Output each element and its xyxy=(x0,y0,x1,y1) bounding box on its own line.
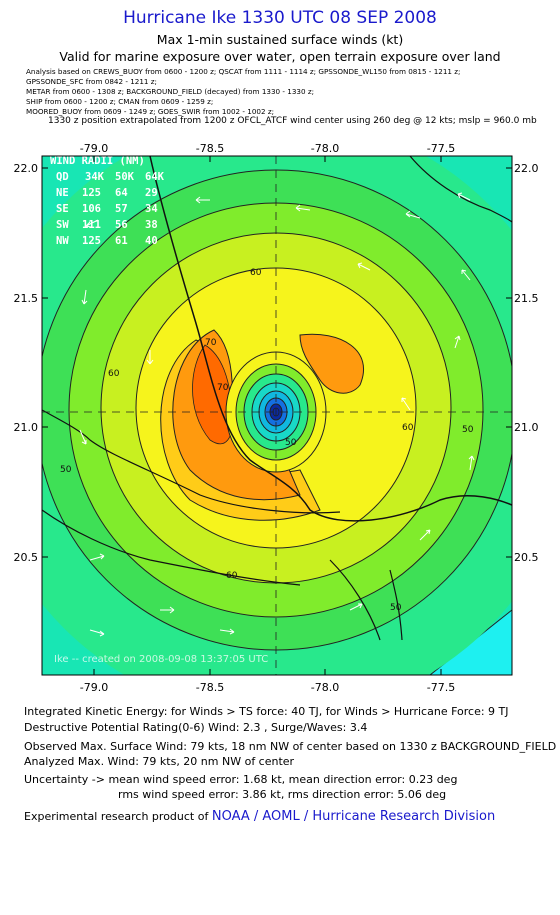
wind-radii-cell: SW xyxy=(56,219,69,231)
wind-radii-title: WIND RADII (NM) xyxy=(50,155,145,167)
watermark: Ike -- created on 2008-09-08 13:37:05 UT… xyxy=(54,654,268,665)
product-credit-org[interactable]: NOAA / AOML / Hurricane Research Divisio… xyxy=(211,809,496,824)
lon-tick-label: -78.0 xyxy=(311,681,339,694)
uncertainty-line: Uncertainty -> mean wind speed error: 1.… xyxy=(24,773,458,786)
wind-radii-cell: NW xyxy=(56,235,69,247)
analyzed-max-wind-line: Analyzed Max. Wind: 79 kts, 20 nm NW of … xyxy=(24,755,295,768)
wind-radii-header: QD xyxy=(56,171,69,183)
lat-tick-label: 22.0 xyxy=(14,162,39,175)
wind-analysis-map: 60 70 60 50 60 50 70 60 50 50 WIND RADII… xyxy=(14,142,539,694)
wind-radii-cell: 56 xyxy=(115,219,128,231)
lon-tick-label: -78.5 xyxy=(196,681,224,694)
contour-label: 50 xyxy=(285,438,297,448)
wind-radii-cell: 57 xyxy=(115,203,128,215)
wind-radii-cell: 29 xyxy=(145,187,158,199)
wind-radii-cell: SE xyxy=(56,203,69,215)
lon-tick-label: -78.5 xyxy=(196,142,224,155)
wind-radii-header: 50K xyxy=(115,171,135,183)
analysis-line: GPSSONDE_SFC from 0842 - 1211 z; xyxy=(26,77,157,86)
analysis-line: SHIP from 0600 - 1200 z; CMAN from 0609 … xyxy=(26,97,214,106)
uncertainty-rms-line: rms wind speed error: 3.86 kt, rms direc… xyxy=(118,788,447,801)
lat-tick-label: 20.5 xyxy=(514,551,539,564)
coastline xyxy=(389,569,403,641)
contour-label: 60 xyxy=(226,571,238,581)
valid-for-note: Valid for marine exposure over water, op… xyxy=(59,49,501,64)
coastline xyxy=(42,409,341,514)
lat-tick-label: 22.0 xyxy=(514,162,539,175)
wind-radii-cell: 106 xyxy=(82,203,101,215)
coastline xyxy=(149,156,512,522)
tick-marks xyxy=(42,156,512,675)
contour-label: 70 xyxy=(205,338,217,348)
observed-max-wind-line: Observed Max. Surface Wind: 79 kts, 18 n… xyxy=(24,740,557,753)
lat-tick-label: 21.5 xyxy=(14,292,39,305)
analysis-line: Analysis based on CREWS_BUOY from 0600 -… xyxy=(26,67,461,76)
lon-tick-label: -78.0 xyxy=(311,142,339,155)
destructive-potential-line: Destructive Potential Rating(0-6) Wind: … xyxy=(24,721,368,734)
wind-radii-cell: 40 xyxy=(145,235,158,247)
wind-radii-header: 34K xyxy=(85,171,105,183)
lat-tick-label: 21.5 xyxy=(514,292,539,305)
lon-tick-label: -77.5 xyxy=(427,681,455,694)
wind-radii-cell: 61 xyxy=(115,235,128,247)
coastline xyxy=(409,156,512,223)
lat-tick-label: 21.0 xyxy=(14,421,39,434)
analysis-line: MOORED_BUOY from 0609 - 1249 z; GOES_SWI… xyxy=(26,107,275,116)
wind-radii-header: 64K xyxy=(145,171,165,183)
wind-radii-cell: NE xyxy=(56,187,69,199)
wind-radii-cell: 125 xyxy=(82,187,101,199)
plot-frame xyxy=(41,155,513,676)
contour-label: 50 xyxy=(60,465,72,475)
wind-radii-cell: 38 xyxy=(145,219,158,231)
wind-vectors xyxy=(79,192,475,637)
contour-label: 60 xyxy=(402,423,414,433)
wind-core-east xyxy=(299,333,364,394)
contour-label: 60 xyxy=(250,268,262,278)
wind-radii-cell: 125 xyxy=(82,235,101,247)
contour-label: 50 xyxy=(390,603,402,613)
wind-radii-cell: 111 xyxy=(82,219,101,231)
product-subtitle: Max 1-min sustained surface winds (kt) xyxy=(156,32,404,47)
lon-tick-label: -77.5 xyxy=(427,142,455,155)
page-title: Hurricane Ike 1330 UTC 08 SEP 2008 xyxy=(123,8,437,28)
lon-tick-label: -79.0 xyxy=(80,681,108,694)
ike-energy-line: Integrated Kinetic Energy: for Winds > T… xyxy=(24,705,509,718)
lat-tick-label: 20.5 xyxy=(14,551,39,564)
analysis-line: METAR from 0600 - 1308 z; BACKGROUND_FIE… xyxy=(26,87,315,96)
coastline xyxy=(42,509,301,586)
lat-tick-label: 21.0 xyxy=(514,421,539,434)
contour-label: 70 xyxy=(217,383,229,393)
wind-core-west xyxy=(192,344,233,445)
lon-tick-label: -79.0 xyxy=(80,142,108,155)
contour-label: 60 xyxy=(108,369,120,379)
product-credit-prefix: Experimental research product of xyxy=(24,810,212,823)
wind-radii-cell: 64 xyxy=(115,187,128,199)
product-credit: Experimental research product of NOAA / … xyxy=(24,809,495,824)
contour-label: 50 xyxy=(462,425,474,435)
position-note: 1330 z position extrapolated from 1200 z… xyxy=(48,116,537,126)
coastline xyxy=(329,559,381,641)
wind-radii-table: WIND RADII (NM) QD 34K 50K 64K NE 125 64… xyxy=(50,155,165,247)
wind-radii-cell: 34 xyxy=(145,203,158,215)
